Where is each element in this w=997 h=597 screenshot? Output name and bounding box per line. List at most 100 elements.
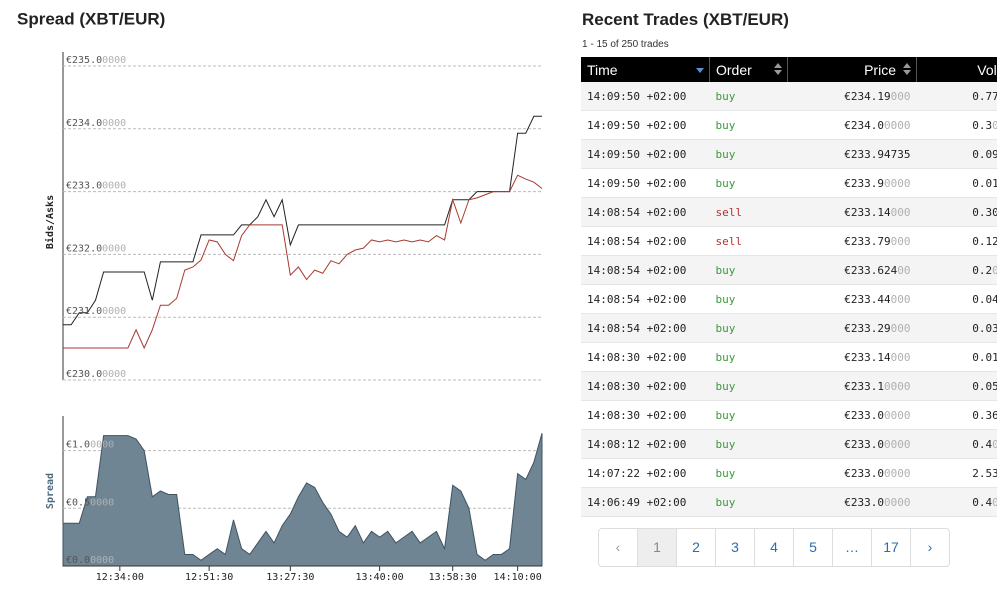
- x-tick-label: 12:51:30: [185, 572, 233, 583]
- trade-cell: 0.01000000: [916, 168, 997, 198]
- y-tick-label: €232.00000: [66, 243, 126, 254]
- column-header[interactable]: Time: [581, 57, 710, 82]
- page-button[interactable]: ‹: [615, 539, 621, 555]
- trade-cell: 0.09061000: [916, 139, 997, 169]
- trade-cell: 14:09:50 +02:00: [581, 139, 710, 169]
- trade-cell: 0.40000000: [916, 487, 997, 517]
- trade-cell: sell: [709, 226, 788, 256]
- column-header[interactable]: Volume: [916, 57, 997, 82]
- y-tick-label: €235.00000: [66, 55, 126, 66]
- trade-cell: buy: [709, 458, 788, 488]
- trade-cell: €233.00000: [787, 400, 917, 430]
- column-header[interactable]: Price: [787, 57, 917, 82]
- y-tick-label: €234.00000: [66, 118, 126, 129]
- y-axis-label: Bids/Asks: [44, 195, 56, 249]
- trade-cell: 2.53000000: [916, 458, 997, 488]
- trade-cell: 14:09:50 +02:00: [581, 110, 710, 140]
- page-button[interactable]: …: [832, 529, 871, 566]
- trade-cell: 14:07:22 +02:00: [581, 458, 710, 488]
- spread-panel: Spread (XBT/EUR) Bids/Asks €230.00000 €231…: [17, 9, 543, 583]
- price-line: [63, 174, 543, 350]
- page-button[interactable]: 17: [871, 529, 910, 566]
- trade-cell: buy: [709, 139, 788, 169]
- trade-cell: 14:08:30 +02:00: [581, 342, 710, 372]
- trade-cell: buy: [709, 110, 788, 140]
- y-tick-label: €230.00000: [66, 369, 126, 380]
- y-tick-label: €233.00000: [66, 181, 126, 192]
- trade-cell: €234.19000: [787, 82, 917, 111]
- trade-cell: 0.77908121: [916, 82, 997, 111]
- trade-cell: sell: [709, 197, 788, 227]
- trade-cell: 14:08:30 +02:00: [581, 400, 710, 430]
- trade-cell: buy: [709, 82, 788, 111]
- trade-cell: 14:09:50 +02:00: [581, 168, 710, 198]
- trade-cell: buy: [709, 284, 788, 314]
- trade-cell: 0.12835132: [916, 226, 997, 256]
- page-button[interactable]: 5: [793, 529, 832, 566]
- page-button[interactable]: 1: [637, 529, 676, 566]
- x-tick-label: 12:34:00: [96, 572, 144, 583]
- x-tick-label: 14:10:00: [494, 572, 542, 583]
- trade-cell: 14:08:54 +02:00: [581, 226, 710, 256]
- trade-cell: 14:08:30 +02:00: [581, 371, 710, 401]
- trade-cell: buy: [709, 342, 788, 372]
- trade-cell: 0.01000000: [916, 342, 997, 372]
- trade-cell: 14:08:54 +02:00: [581, 255, 710, 285]
- trade-cell: €233.94735: [787, 139, 917, 169]
- trade-cell: 0.05000000: [916, 371, 997, 401]
- page-button[interactable]: 3: [715, 529, 754, 566]
- page-button[interactable]: 2: [676, 529, 715, 566]
- y-axis-label: Spread: [45, 473, 56, 509]
- trade-cell: 0.40000000: [916, 429, 997, 459]
- page-button[interactable]: ›: [910, 529, 949, 566]
- y-tick-label: €231.00000: [66, 306, 126, 317]
- trade-cell: 0.36407000: [916, 400, 997, 430]
- trade-cell: €233.10000: [787, 371, 917, 401]
- x-tick-label: 13:58:30: [429, 572, 477, 583]
- trades-subtitle: 1 - 15 of 250 trades: [582, 39, 669, 50]
- trade-cell: €233.29000: [787, 313, 917, 343]
- trade-cell: €233.00000: [787, 487, 917, 517]
- spread-area: [62, 433, 543, 567]
- header-text: Volume: [977, 61, 997, 78]
- trade-cell: 14:08:54 +02:00: [581, 313, 710, 343]
- trade-cell: 0.30663868: [916, 197, 997, 227]
- trade-cell: €233.79000: [787, 226, 917, 256]
- y-tick-label: €0.50000: [66, 497, 114, 508]
- trade-cell: 14:06:49 +02:00: [581, 487, 710, 517]
- trade-cell: €233.14000: [787, 342, 917, 372]
- y-tick-label: €1.00000: [66, 440, 114, 451]
- header-text: Order: [716, 61, 752, 78]
- trade-cell: buy: [709, 487, 788, 517]
- trade-cell: €233.62400: [787, 255, 917, 285]
- trade-cell: buy: [709, 400, 788, 430]
- x-tick-label: 13:40:00: [356, 572, 404, 583]
- trade-cell: buy: [709, 313, 788, 343]
- y-tick-label: €0.00000: [66, 555, 114, 566]
- trade-cell: buy: [709, 168, 788, 198]
- trade-cell: €234.00000: [787, 110, 917, 140]
- trade-cell: €233.44000: [787, 284, 917, 314]
- panel-title: Spread (XBT/EUR): [17, 9, 165, 28]
- price-line: [63, 115, 542, 326]
- trade-cell: buy: [709, 371, 788, 401]
- trade-cell: €233.90000: [787, 168, 917, 198]
- trade-cell: buy: [709, 255, 788, 285]
- trades-table: TimeOrderPriceVolume14:09:50 +02:00buy€2…: [581, 57, 997, 517]
- trade-cell: €233.00000: [787, 458, 917, 488]
- page-button[interactable]: 4: [754, 529, 793, 566]
- trade-cell: 14:09:50 +02:00: [581, 82, 710, 111]
- trade-cell: 14:08:54 +02:00: [581, 197, 710, 227]
- column-header[interactable]: Order: [709, 57, 788, 82]
